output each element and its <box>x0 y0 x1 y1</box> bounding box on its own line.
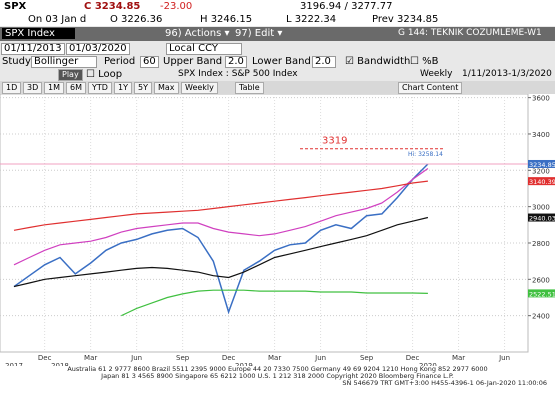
label: Bandwidth <box>357 56 411 67</box>
bandwidth[interactable]: ☑ Bandwidth <box>345 56 411 67</box>
y-tick-label: 3400 <box>532 131 550 139</box>
ticker: SPX <box>4 1 27 12</box>
year-label: 2017 <box>5 362 23 366</box>
label: %B <box>422 56 439 67</box>
prev: Prev 3234.85 <box>372 14 439 25</box>
open: O 3226.36 <box>110 14 163 25</box>
edit[interactable]: 97) Edit ▾ <box>235 28 283 39</box>
y-tick-label: 3200 <box>532 167 550 175</box>
actions[interactable]: 96) Actions ▾ <box>165 28 230 39</box>
span: 1/11/2013-1/3/2020 <box>462 69 552 79</box>
annotation: Hi: 3258.14 <box>408 151 443 158</box>
label: Period <box>104 56 136 67</box>
loop[interactable]: ☐ Loop <box>86 69 123 80</box>
series-line <box>13 216 429 288</box>
upper[interactable]: 2.0 <box>225 56 247 68</box>
footer: Australia 61 2 9777 8600 Brazil 5511 239… <box>0 366 555 400</box>
plot-area <box>0 94 529 353</box>
end-date[interactable]: 01/03/2020 <box>66 43 130 55</box>
x-tick-label: Sep <box>360 354 374 362</box>
series-line <box>121 289 428 317</box>
x-tick-label: Jun <box>130 354 142 362</box>
range-button[interactable]: 5Y <box>134 82 152 94</box>
x-tick-label: Dec <box>38 354 52 362</box>
range-button[interactable]: YTD <box>88 82 112 94</box>
x-tick-label: Dec <box>222 354 236 362</box>
series-line <box>13 168 429 266</box>
series-line <box>13 180 428 231</box>
value-label: 3234.85 <box>529 161 555 169</box>
security[interactable]: SPX Index <box>2 28 75 39</box>
ohlc-row: On 03 Jan d O 3226.36 H 3246.15 L 3222.3… <box>0 13 555 26</box>
range-button[interactable]: 3D <box>23 82 43 94</box>
value-label: 2940.03 <box>529 215 555 223</box>
range: 3196.94 / 3277.77 <box>300 1 393 12</box>
chart-content[interactable]: Chart Content <box>398 82 463 94</box>
year-label: 2020 <box>419 362 437 366</box>
range-button[interactable]: Weekly <box>181 82 218 94</box>
year-label: 2019 <box>235 362 253 366</box>
frequency: Weekly <box>420 69 453 79</box>
quote-row: SPX C 3234.85 -23.00 3196.94 / 3277.77 <box>0 0 555 13</box>
x-tick-label: Sep <box>176 354 190 362</box>
date-row: 01/11/2013 01/03/2020 Local CCY <box>0 42 555 55</box>
study[interactable]: Bollinger <box>31 56 97 68</box>
change: -23.00 <box>160 1 193 12</box>
period[interactable]: 60 <box>140 56 159 68</box>
value-label: 3140.39 <box>529 178 555 186</box>
x-tick-label: Mar <box>268 354 281 362</box>
y-tick-label: 2800 <box>532 240 550 248</box>
chart: 2400 2600 2800 3000 3200 3400 3600 Dec Mar Jun Sep… <box>0 94 555 366</box>
range-button[interactable]: Max <box>154 82 179 94</box>
high: H 3246.15 <box>200 14 253 25</box>
label: Loop <box>98 69 123 80</box>
y-tick-label: 3600 <box>532 95 550 103</box>
range-button[interactable]: 1M <box>44 82 64 94</box>
value-label: 2522.51 <box>529 290 555 298</box>
value-tag <box>528 213 555 222</box>
range-button[interactable]: 6M <box>66 82 86 94</box>
lower[interactable]: 2.0 <box>312 56 336 68</box>
play[interactable]: Play <box>58 69 83 81</box>
value-tag <box>528 159 555 168</box>
value-tag <box>528 289 555 298</box>
footer-line: Japan 81 3 4565 8900 Singapore 65 6212 1… <box>101 372 454 380</box>
low: L 3222.34 <box>286 14 337 25</box>
currency[interactable]: Local CCY <box>166 43 242 55</box>
range-button[interactable]: 1Y <box>114 82 132 94</box>
x-tick-label: Mar <box>84 354 97 362</box>
value-tag <box>528 177 555 186</box>
start-date[interactable]: 01/11/2013 <box>1 43 65 55</box>
pctb[interactable]: ☐ %B <box>410 56 439 67</box>
year-label: 2018 <box>51 362 69 366</box>
last: C 3234.85 <box>84 1 141 12</box>
series-line <box>13 163 429 315</box>
x-tick-label: Jun <box>498 354 510 362</box>
study-row: Study Bollinger Period 60 Upper Band 2.0… <box>0 55 555 68</box>
description: SPX Index : S&P 500 Index <box>178 69 298 79</box>
date: On 03 Jan d <box>28 14 87 25</box>
footer-line: SN 546679 TRT GMT+3:00 H455-4396-1 06-Ja… <box>342 379 547 387</box>
x-tick-label: Dec <box>406 354 420 362</box>
y-tick-label: 3000 <box>532 204 550 212</box>
toolbar: SPX Index 96) Actions ▾ 97) Edit ▾ G 144… <box>0 27 555 41</box>
range-button[interactable]: 1D <box>2 82 22 94</box>
footer-line: Australia 61 2 9777 8600 Brazil 5511 239… <box>67 365 488 373</box>
play-row: Play ☐ Loop SPX Index : S&P 500 Index We… <box>0 68 555 81</box>
y-tick-label: 2600 <box>532 276 550 284</box>
range-buttons: Table Chart Content 1D 3D 1M 6M YTD 1Y 5Y Max We… <box>0 81 555 94</box>
table[interactable]: Table <box>235 82 264 94</box>
label: Upper Band <box>163 56 223 67</box>
label: Lower Band <box>252 56 311 67</box>
y-tick-label: 2400 <box>532 313 550 321</box>
page-title: G 144: TEKNIK COZUMLEME-W1 <box>398 28 542 38</box>
label: Study <box>2 56 31 67</box>
x-tick-label: Mar <box>452 354 465 362</box>
annotation: 3319 <box>322 136 347 147</box>
x-tick-label: Jun <box>314 354 326 362</box>
